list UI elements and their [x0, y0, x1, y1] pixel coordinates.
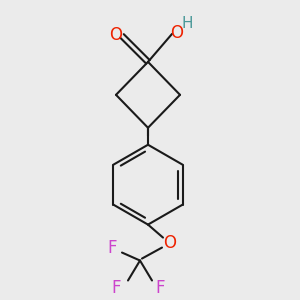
Text: F: F: [155, 280, 165, 298]
Text: O: O: [110, 26, 122, 44]
Text: O: O: [164, 234, 176, 252]
Text: F: F: [107, 238, 117, 256]
Text: H: H: [181, 16, 193, 32]
Text: O: O: [170, 24, 184, 42]
Text: F: F: [111, 280, 121, 298]
